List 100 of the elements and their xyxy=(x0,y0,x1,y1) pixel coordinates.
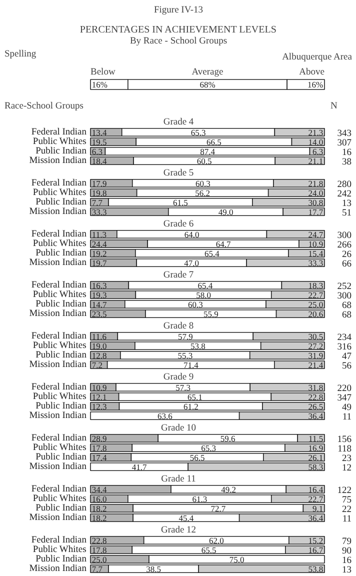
data-label: 11.6 xyxy=(92,331,106,342)
data-label: 26.1 xyxy=(308,452,324,462)
data-label: 23.5 xyxy=(92,308,107,319)
data-label: 12.8 xyxy=(92,350,107,360)
y-tick-label: Public Whites xyxy=(32,442,87,453)
data-label: 30.8 xyxy=(308,197,324,208)
y-tick-label: Public Whites xyxy=(32,238,87,249)
text: 68 xyxy=(342,310,352,320)
text: 316 xyxy=(337,342,352,352)
data-label: 36.4 xyxy=(308,410,324,421)
text: 307 xyxy=(337,138,352,148)
data-label: 60.3 xyxy=(188,299,203,310)
chart-title: Grade 8 xyxy=(163,322,194,332)
data-label: 14.0 xyxy=(308,136,324,147)
data-label: 19.3 xyxy=(92,290,107,300)
data-label: 6.3 xyxy=(92,146,103,156)
data-label: 62.0 xyxy=(208,535,224,546)
data-label: 19.0 xyxy=(92,340,107,351)
y-tick-label: Public Whites xyxy=(32,392,87,402)
data-label: 56.5 xyxy=(190,452,205,462)
data-label: 24.7 xyxy=(308,229,324,240)
data-label: 72.7 xyxy=(210,503,226,514)
data-label: 64.7 xyxy=(216,238,231,249)
text: 13 xyxy=(342,565,352,576)
data-label: 41.7 xyxy=(132,462,147,472)
text: 12 xyxy=(342,463,352,474)
text: 300 xyxy=(337,291,352,302)
data-label: 16.4 xyxy=(308,484,324,494)
y-tick-label: Public Whites xyxy=(32,188,87,198)
data-label: 10.9 xyxy=(92,382,107,392)
text: 300 xyxy=(337,230,352,241)
y-tick-label: Public Indian xyxy=(36,554,87,564)
y-tick-label: Public Whites xyxy=(32,544,87,555)
text: 68 xyxy=(342,300,352,311)
data-label: 19.2 xyxy=(92,248,107,258)
data-label: 31.9 xyxy=(308,350,324,360)
chart-title: Grade 10 xyxy=(160,424,196,434)
data-label: 6.3 xyxy=(312,146,324,156)
data-label: 68% xyxy=(200,80,216,90)
text: 156 xyxy=(337,434,352,445)
text: 51 xyxy=(342,208,352,218)
text: 122 xyxy=(337,486,352,496)
data-label: 58.3 xyxy=(308,462,324,472)
data-label: 12.3 xyxy=(92,401,107,412)
data-label: 75.0 xyxy=(229,554,244,564)
data-label: 49.2 xyxy=(221,484,236,494)
data-label: 9.1 xyxy=(312,503,324,514)
y-tick-label: Public Whites xyxy=(32,494,87,504)
data-label: 17.8 xyxy=(92,442,107,453)
data-label: 60.5 xyxy=(196,156,212,166)
data-label: 7.7 xyxy=(92,197,103,208)
data-label: 55.3 xyxy=(178,350,193,360)
data-label: 33.3 xyxy=(92,206,107,217)
data-label: 11.5 xyxy=(308,433,324,444)
data-label: 22.7 xyxy=(308,494,324,504)
data-label: 58.0 xyxy=(196,290,211,300)
text: 26 xyxy=(342,250,352,260)
data-label: 18.3 xyxy=(308,280,324,290)
text: 13 xyxy=(342,198,352,209)
data-label: 17.9 xyxy=(92,178,107,188)
data-label: 16.9 xyxy=(308,442,324,453)
y-tick-label: Public Indian xyxy=(36,503,87,514)
text: 56 xyxy=(342,361,352,372)
text: 49 xyxy=(342,402,352,413)
data-label: 63.6 xyxy=(157,410,172,421)
data-label: 47.0 xyxy=(184,258,200,268)
y-tick-label: Federal Indian xyxy=(31,433,87,444)
y-tick-label: Public Whites xyxy=(32,340,87,351)
data-label: 60.3 xyxy=(196,178,210,188)
data-label: 59.6 xyxy=(220,433,236,444)
data-label: 56.2 xyxy=(195,188,210,198)
data-label: 61.3 xyxy=(192,494,208,504)
data-label: 12.1 xyxy=(92,392,107,402)
text: 252 xyxy=(337,282,352,292)
text: 90 xyxy=(342,546,352,556)
data-label: 16.7 xyxy=(308,544,324,555)
y-tick-label: Public Indian xyxy=(36,299,87,310)
data-label: 13.4 xyxy=(92,127,108,138)
data-label: 45.4 xyxy=(178,512,194,523)
data-label: 21.4 xyxy=(308,360,324,370)
data-label: 64.0 xyxy=(184,229,200,240)
data-label: 33.3 xyxy=(308,258,324,268)
data-label: 16.3 xyxy=(92,280,107,290)
text: 38 xyxy=(342,157,352,168)
text: 79 xyxy=(342,536,352,547)
data-label: 22.8 xyxy=(92,535,107,546)
y-tick-label: Mission Indian xyxy=(29,564,87,574)
data-label: 22.8 xyxy=(308,392,324,402)
data-label: 65.4 xyxy=(198,280,214,290)
data-label: 65.1 xyxy=(188,392,202,402)
data-label: 22.7 xyxy=(308,290,324,300)
y-tick-label: Federal Indian xyxy=(31,127,87,138)
data-label: 38.5 xyxy=(146,564,161,574)
y-tick-label: Mission Indian xyxy=(29,206,87,217)
y-tick-label: Federal Indian xyxy=(31,484,87,494)
chart-title: Grade 5 xyxy=(163,168,194,178)
chart-title: Grade 12 xyxy=(160,526,196,536)
data-label: 66.5 xyxy=(206,136,222,147)
series-label: Below xyxy=(90,68,116,78)
y-tick-label: Mission Indian xyxy=(29,512,87,523)
